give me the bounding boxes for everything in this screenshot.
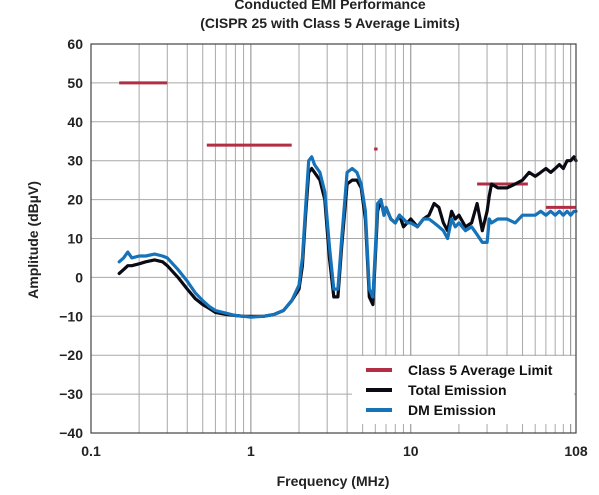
y-tick-label: 50 (67, 75, 83, 91)
chart-title: Conducted EMI Performance (234, 0, 426, 12)
y-axis-label: Amplitude (dBµV) (25, 181, 41, 299)
y-tick-label: −40 (59, 425, 83, 441)
legend-label: DM Emission (408, 402, 496, 418)
x-tick-labels: 0.1 1 10 108 (81, 443, 588, 459)
y-tick-label: −30 (59, 386, 83, 402)
y-tick-label: 10 (67, 231, 83, 247)
y-tick-label: 60 (67, 36, 83, 52)
chart-subtitle: (CISPR 25 with Class 5 Average Limits) (200, 15, 460, 31)
legend-label: Class 5 Average Limit (408, 362, 553, 378)
legend-label: Total Emission (408, 382, 507, 398)
y-tick-label: −20 (59, 347, 83, 363)
x-tick-label: 10 (403, 443, 419, 459)
y-tick-label: 30 (67, 153, 83, 169)
y-tick-label: −10 (59, 308, 83, 324)
x-tick-label: 108 (564, 443, 588, 459)
y-tick-labels: 60 50 40 30 20 10 0 −10 −20 −30 −40 (59, 36, 83, 441)
x-tick-label: 1 (247, 443, 255, 459)
legend: Class 5 Average Limit Total Emission DM Em… (352, 356, 574, 424)
y-tick-label: 40 (67, 114, 83, 130)
plot-frame (90, 43, 577, 434)
series-lines (117, 155, 578, 319)
x-axis-label: Frequency (MHz) (277, 473, 390, 489)
limit-lines (119, 81, 576, 209)
y-tick-label: 0 (75, 269, 83, 285)
x-tick-label: 0.1 (81, 443, 101, 459)
y-tick-label: 20 (67, 192, 83, 208)
series-dm-emission (117, 155, 578, 319)
